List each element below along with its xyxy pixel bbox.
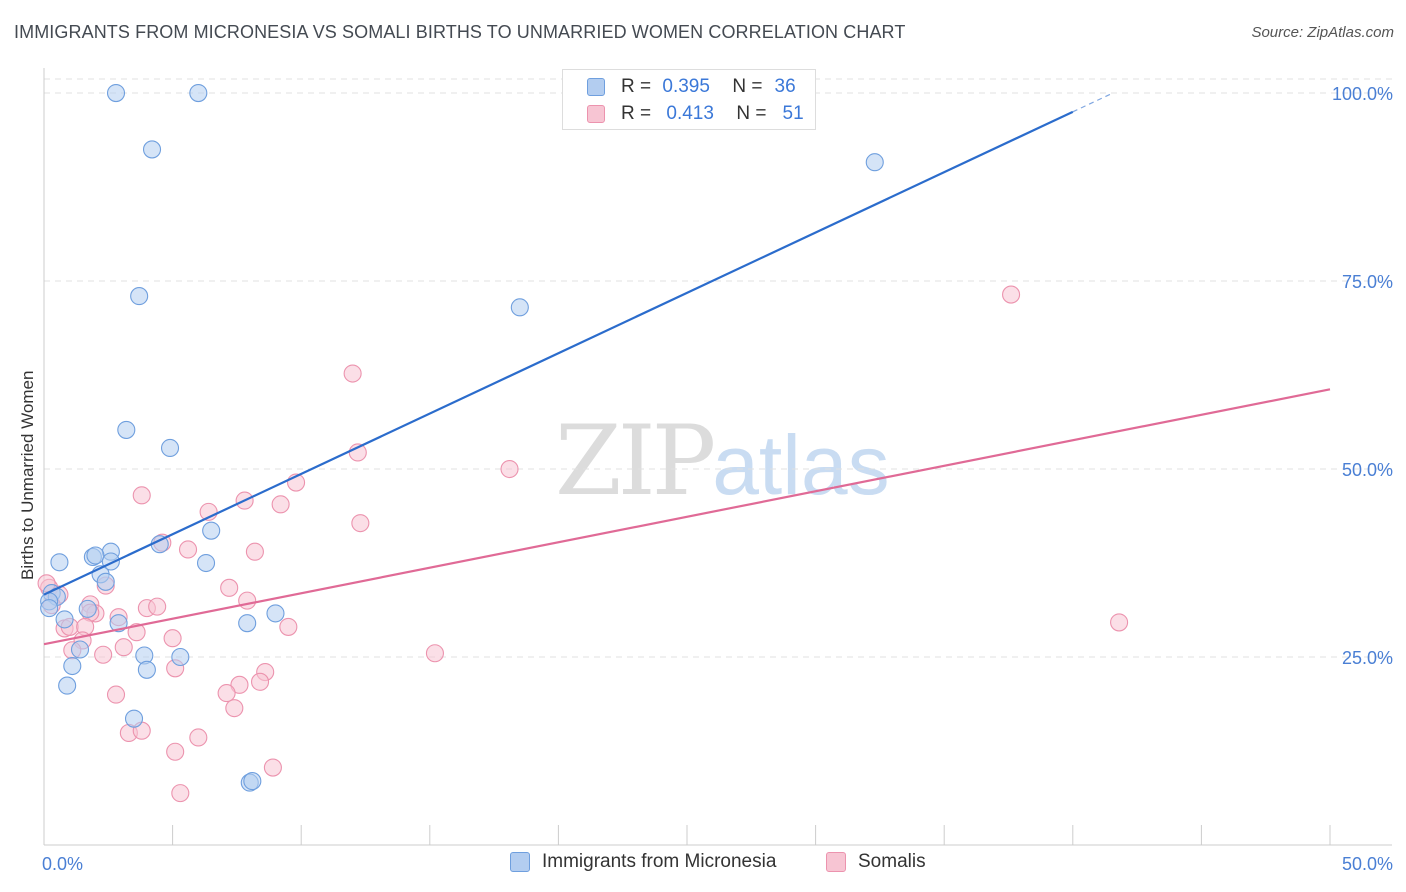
y-tick-label: 50.0% <box>1342 460 1393 480</box>
legend-n-value: 36 <box>774 76 796 97</box>
micronesia-point <box>58 676 77 695</box>
somalis-point <box>250 672 270 691</box>
somalis-point <box>163 629 182 648</box>
micronesia-point <box>202 521 221 540</box>
y-tick-label: 100.0% <box>1332 84 1393 104</box>
x-tick-label: 50.0% <box>1342 854 1393 874</box>
somalis-point <box>230 675 249 694</box>
legend-r-label: R = <box>621 76 652 97</box>
micronesia-point <box>106 83 126 103</box>
somalis-point <box>351 514 370 533</box>
somalis-point <box>132 486 151 505</box>
legend-row-somalis: R = 0.413 N = 51 <box>587 102 804 126</box>
chart-title: IMMIGRANTS FROM MICRONESIA VS SOMALI BIR… <box>14 22 906 42</box>
legend-n-label: N = <box>736 103 767 124</box>
somalis-point <box>114 638 133 657</box>
somalis-point <box>263 758 282 777</box>
micronesia-point <box>124 709 144 728</box>
micronesia-point <box>55 610 74 629</box>
somalis-point <box>217 684 236 703</box>
micronesia-point <box>160 438 180 458</box>
micronesia-point <box>238 614 257 633</box>
tick-labels: 25.0% 50.0% 75.0% 100.0% 0.0% 50.0% <box>42 84 1393 874</box>
micronesia-point <box>243 772 262 791</box>
stats-legend: R = 0.395 N = 36 R = 0.413 N = 51 <box>562 69 816 130</box>
legend-swatch-blue <box>510 852 530 872</box>
somalis-point <box>148 597 167 616</box>
somalis-point <box>279 617 298 636</box>
micronesia-point <box>130 287 149 306</box>
x-tick-label: 0.0% <box>42 854 83 874</box>
somalis-point <box>127 623 146 642</box>
micronesia-trend-extension <box>1072 93 1112 113</box>
somalis-point <box>166 742 185 761</box>
watermark: ZIPatlas <box>555 405 890 517</box>
axes <box>43 68 1392 846</box>
legend-label-micronesia: Immigrants from Micronesia <box>542 851 777 872</box>
y-tick-label: 25.0% <box>1342 648 1393 668</box>
micronesia-point <box>40 599 59 618</box>
somalis-point <box>178 540 198 559</box>
micronesia-series <box>40 83 884 792</box>
micronesia-point <box>96 572 115 591</box>
somalis-point <box>189 728 208 747</box>
legend-n-label: N = <box>732 76 763 97</box>
micronesia-point <box>189 83 208 103</box>
somalis-series <box>37 285 1129 803</box>
micronesia-point <box>510 298 529 317</box>
watermark-atlas: atlas <box>712 418 890 512</box>
legend-swatch-pink <box>826 852 846 872</box>
micronesia-point <box>171 647 190 667</box>
y-tick-label: 75.0% <box>1342 272 1393 292</box>
legend-r-label: R = <box>621 103 652 124</box>
somalis-point <box>343 364 362 383</box>
somalis-point <box>1110 613 1129 632</box>
micronesia-point <box>109 614 128 633</box>
series-legend: Immigrants from Micronesia Somalis <box>0 851 1406 877</box>
micronesia-point <box>70 640 90 659</box>
legend-r-value: 0.413 <box>666 103 714 124</box>
legend-n-value: 51 <box>782 103 804 124</box>
grid <box>44 78 1392 658</box>
somalis-point <box>106 685 126 704</box>
somalis-point <box>500 459 519 479</box>
somalis-point <box>171 784 190 803</box>
micronesia-point <box>63 656 82 676</box>
legend-item-micronesia[interactable]: Immigrants from Micronesia <box>510 851 776 873</box>
somalis-point <box>220 578 239 597</box>
micronesia-point <box>196 553 216 573</box>
somalis-trend-line <box>43 388 1331 646</box>
somalis-point <box>271 495 290 514</box>
micronesia-point <box>137 660 156 679</box>
micronesia-point <box>142 140 162 159</box>
trend-lines <box>43 93 1331 646</box>
legend-label-somalis: Somalis <box>858 851 926 872</box>
legend-r-value: 0.395 <box>662 76 710 97</box>
micronesia-point <box>865 153 884 172</box>
micronesia-trend-line <box>43 110 1074 596</box>
micronesia-point <box>50 553 69 572</box>
somalis-point <box>225 699 244 718</box>
watermark-zip: ZIP <box>555 405 716 517</box>
legend-item-somalis[interactable]: Somalis <box>826 851 926 873</box>
somalis-point <box>425 644 444 663</box>
micronesia-point <box>117 420 136 439</box>
somalis-point <box>238 591 257 610</box>
somalis-point <box>245 542 264 561</box>
somalis-point <box>94 645 113 664</box>
legend-row-micronesia: R = 0.395 N = 36 <box>587 75 796 99</box>
micronesia-point <box>86 546 105 565</box>
source-credit: Source: ZipAtlas.com <box>1251 24 1394 41</box>
legend-swatch-blue <box>587 78 605 96</box>
micronesia-point <box>78 599 97 618</box>
somalis-point <box>1002 285 1021 304</box>
micronesia-point <box>266 604 285 623</box>
legend-swatch-pink <box>587 105 605 123</box>
